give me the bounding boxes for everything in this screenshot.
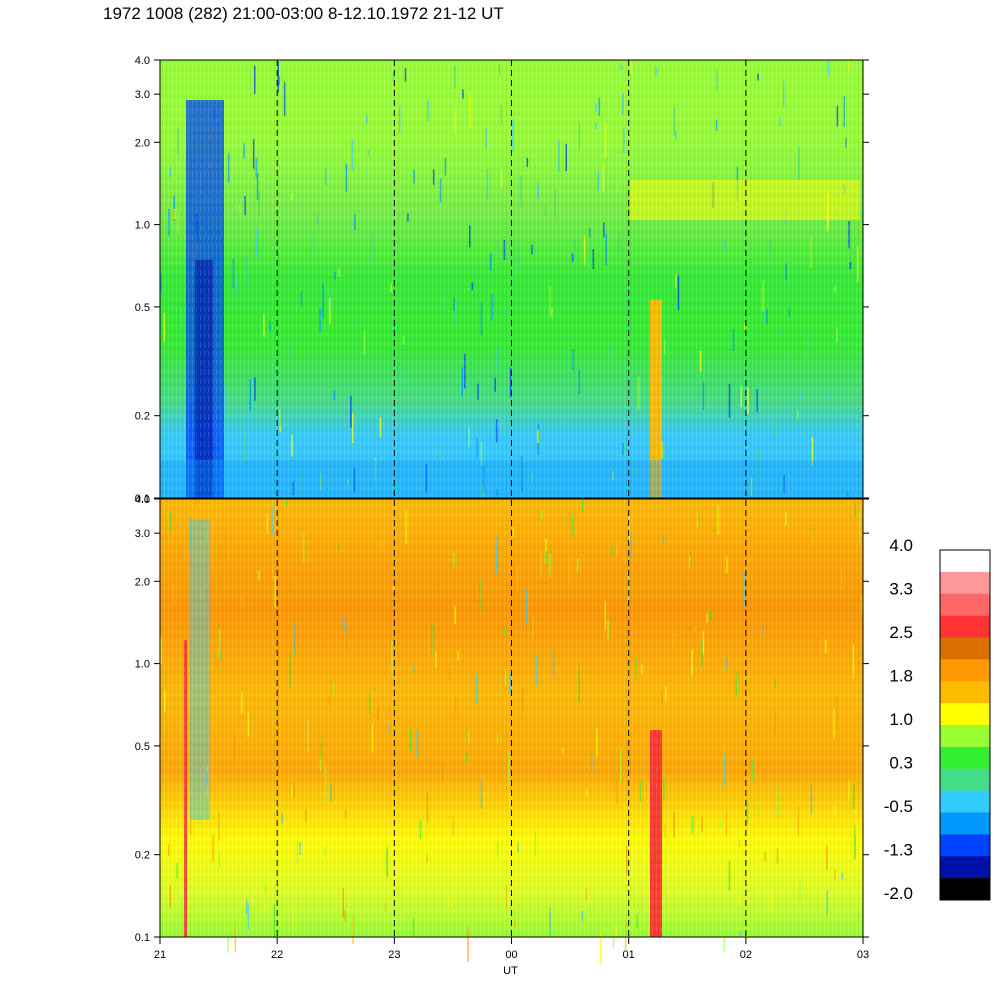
spectro-streak — [234, 924, 236, 953]
x-axis-label: UT — [503, 965, 518, 977]
colorbar-label: -2.0 — [884, 884, 913, 903]
colorbar-cell — [940, 703, 990, 726]
colorbar-cell — [940, 593, 990, 616]
colorbar-cell — [940, 725, 990, 748]
colorbar-cell — [940, 790, 990, 813]
colorbar: 4.0 3.3 2.5 1.8 1.0 0.3 -0.5 -1.3 -2.0 — [884, 536, 991, 903]
y-tick-label: 0.1 — [135, 493, 150, 505]
colorbar-cell — [940, 659, 990, 682]
spectro-streak — [612, 936, 615, 948]
x-tick-label: 22 — [271, 949, 283, 961]
y-tick-label: 2.0 — [135, 137, 150, 149]
colorbar-cell — [940, 571, 990, 595]
y-tick-label: 2.0 — [135, 576, 150, 588]
x-tick-label: 00 — [505, 949, 517, 961]
x-tick-label: 21 — [154, 949, 166, 961]
y-tick-label: 3.0 — [135, 89, 150, 101]
colorbar-cell — [940, 856, 990, 879]
axes: 0.10.20.51.02.03.04.00.10.20.51.02.03.04… — [135, 55, 869, 977]
colorbar-cell — [940, 768, 990, 791]
colorbar-frame — [939, 549, 991, 901]
y-tick-label: 1.0 — [135, 659, 150, 671]
x-tick-label: 01 — [623, 949, 635, 961]
x-tick-label: 23 — [388, 949, 400, 961]
colorbar-label: 1.8 — [889, 667, 913, 686]
colorbar-cell — [940, 637, 990, 660]
colorbar-cell — [940, 812, 990, 835]
y-tick-label: 0.5 — [135, 302, 150, 314]
colorbar-cell — [940, 878, 990, 901]
spectro-streak — [600, 933, 602, 965]
y-tick-label: 4.0 — [135, 55, 150, 67]
y-tick-label: 4.0 — [135, 494, 150, 506]
colorbar-label: -0.5 — [884, 797, 913, 816]
colorbar-cell — [940, 834, 990, 857]
y-tick-label: 0.1 — [135, 932, 150, 944]
colorbar-cell — [940, 681, 990, 704]
x-tick-label: 03 — [857, 949, 869, 961]
colorbar-cell — [940, 746, 990, 770]
hour-grid-lines — [276, 60, 747, 937]
x-tick-label: 02 — [740, 949, 752, 961]
colorbar-label: 3.3 — [889, 580, 913, 599]
y-tick-label: 0.2 — [135, 850, 150, 862]
colorbar-label: 0.3 — [889, 754, 913, 773]
panel-frame-top — [159, 59, 864, 499]
y-tick-label: 3.0 — [135, 528, 150, 540]
y-tick-label: 1.0 — [135, 220, 150, 232]
page-title: 1972 1008 (282) 21:00-03:00 8-12.10.1972… — [103, 4, 504, 23]
spectro-streak — [467, 926, 469, 962]
colorbar-cell — [940, 615, 990, 638]
colorbar-label: 2.5 — [889, 623, 913, 642]
y-tick-label: 0.2 — [135, 411, 150, 423]
colorbar-label: 1.0 — [889, 710, 913, 729]
colorbar-label: 4.0 — [889, 536, 913, 555]
y-tick-label: 0.5 — [135, 741, 150, 753]
colorbar-cell — [940, 550, 990, 573]
colorbar-label: -1.3 — [884, 841, 913, 860]
